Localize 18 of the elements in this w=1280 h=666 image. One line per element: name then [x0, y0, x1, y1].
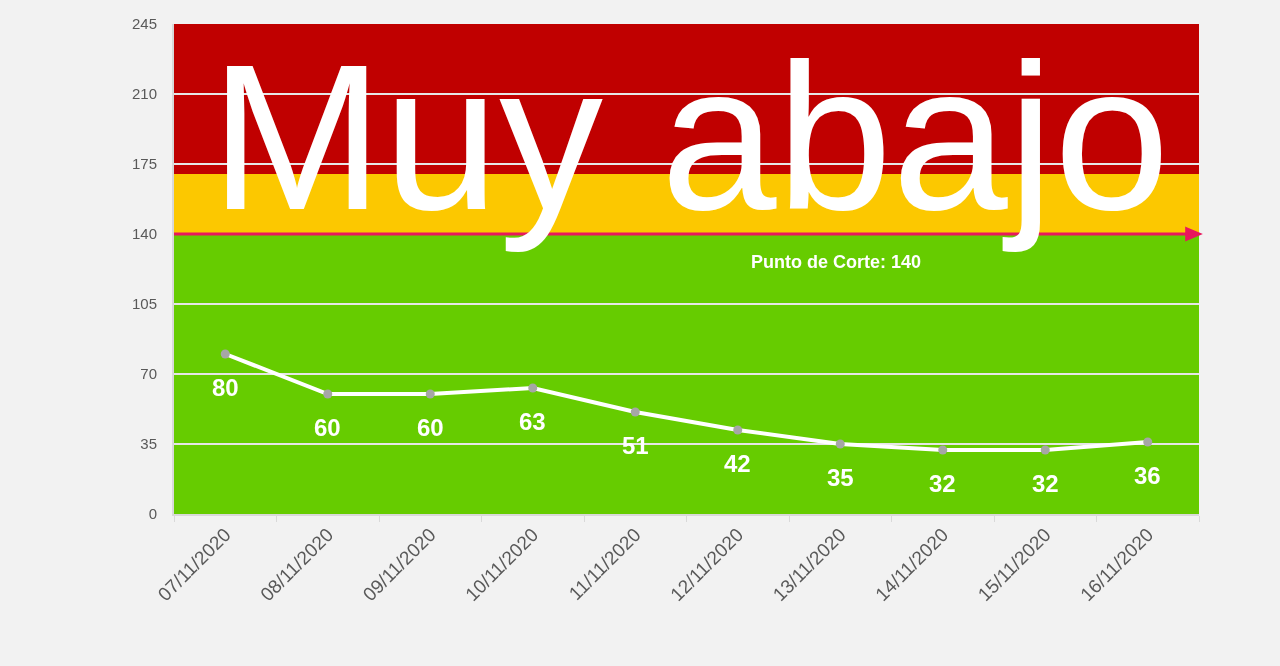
- y-tick-label: 0: [148, 505, 157, 523]
- ref-line-label: Punto de Corte: 140: [751, 252, 922, 272]
- data-label: 63: [519, 408, 546, 435]
- y-tick-label: 210: [131, 85, 157, 103]
- data-label: 32: [929, 470, 956, 497]
- data-label: 35: [827, 464, 854, 491]
- y-tick-label: 140: [131, 225, 157, 243]
- data-label: 32: [1032, 470, 1059, 497]
- y-tick-label: 105: [131, 295, 157, 313]
- data-label: 60: [314, 414, 341, 441]
- data-label: 36: [1134, 462, 1161, 489]
- data-label: 80: [212, 374, 239, 401]
- y-tick-label: 175: [131, 155, 157, 173]
- data-label: 42: [724, 450, 751, 477]
- data-label: 60: [417, 414, 444, 441]
- y-tick-label: 245: [131, 15, 157, 33]
- y-tick-label: 35: [140, 435, 157, 453]
- y-tick-label: 70: [140, 365, 157, 383]
